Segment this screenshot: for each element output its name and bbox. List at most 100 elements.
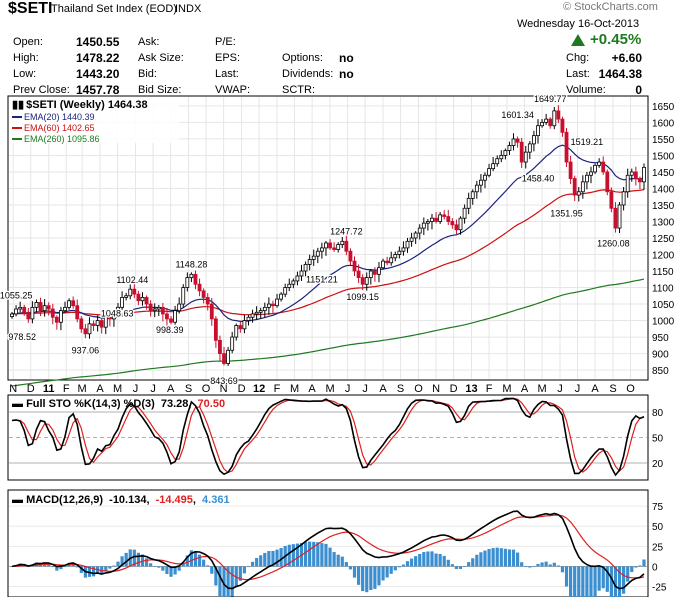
- candle-body: [609, 191, 614, 209]
- ask-size-label: Ask Size:: [138, 52, 184, 64]
- candle-body: [271, 303, 275, 307]
- macd-hist-bar: [132, 549, 136, 567]
- date-tick-label: N: [220, 383, 228, 395]
- candle-body: [544, 118, 549, 123]
- candle-body: [250, 313, 255, 318]
- candle-body: [275, 298, 279, 307]
- macd-hist-bar: [438, 553, 442, 567]
- exchange: INDX: [175, 3, 202, 15]
- macd-hist-bar: [136, 552, 140, 567]
- macd-hist-bar: [450, 564, 454, 567]
- sto-y-tick: 50: [652, 434, 664, 445]
- macd-hist-bar: [55, 566, 59, 571]
- macd-legend: ▬ MACD(12,26,9) -10.134, -14.495, 4.361: [12, 494, 230, 506]
- candle-body: [532, 135, 536, 145]
- ema20-line: [11, 144, 645, 323]
- macd-hist-bar: [532, 566, 536, 568]
- macd-hist-bar: [393, 566, 397, 571]
- price-y-tick: 1200: [652, 251, 675, 262]
- sto-k-line: [11, 397, 645, 477]
- candle-body: [344, 240, 349, 252]
- macd-hist-bar: [409, 558, 414, 567]
- candle-body: [479, 179, 483, 186]
- last-price-value: 1464.38: [598, 67, 642, 81]
- candle-body: [189, 273, 194, 279]
- macd-hist-bar: [467, 562, 471, 567]
- macd-hist-bar: [157, 566, 161, 568]
- eps-label: EPS:: [215, 52, 241, 64]
- candle-body: [642, 166, 646, 183]
- price-annotation: 1519.21: [571, 137, 604, 147]
- macd-hist-bar: [10, 566, 14, 568]
- macd-hist-bar: [230, 566, 234, 597]
- macd-hist-bar: [173, 566, 177, 575]
- price-annotation: 978.52: [8, 332, 36, 342]
- candle-body: [519, 141, 524, 163]
- macd-histogram: [10, 541, 646, 597]
- macd-hist-bar: [479, 552, 483, 567]
- price-panel-frame: [7, 95, 649, 381]
- macd-hist-bar: [373, 566, 377, 589]
- candle-body: [30, 306, 35, 320]
- options-label: Options:: [282, 52, 323, 64]
- candle-body: [413, 232, 418, 239]
- candle-body: [299, 270, 304, 277]
- macd-hist-bar: [597, 566, 601, 591]
- macd-hist-bar: [181, 563, 185, 567]
- candle-body: [107, 316, 112, 320]
- candle-body: [140, 297, 145, 302]
- macd-hist-bar: [348, 566, 353, 570]
- date-tick-label: O: [202, 383, 211, 395]
- macd-y-tick: 50: [652, 522, 664, 533]
- macd-hist-bar: [536, 563, 540, 567]
- macd-hist-bar: [255, 557, 259, 567]
- macd-hist-bar: [202, 559, 206, 567]
- price-annotation: 1458.40: [522, 173, 555, 183]
- price-y-axis: 850 900 950 1000 1050 1100 1150 1200 1250 1300 135…: [652, 102, 675, 377]
- candle-body: [185, 277, 190, 288]
- price-y-tick: 1300: [652, 217, 675, 228]
- macd-hist-bar: [246, 566, 251, 568]
- macd-hist-bar: [340, 556, 344, 567]
- sto-lines: [11, 397, 645, 477]
- ema260-legend: EMA(260) 1095.86: [24, 134, 100, 144]
- vwap-label: VWAP:: [215, 84, 251, 96]
- candle-body: [254, 311, 259, 315]
- candle-body: [59, 310, 63, 323]
- macd-hist-bar: [303, 542, 308, 567]
- candle-body: [430, 217, 434, 222]
- price-y-tick: 1450: [652, 168, 675, 179]
- price-annotation: 843.69: [210, 376, 238, 386]
- macd-hist-bar: [238, 566, 242, 581]
- price-legend-title: ▮▮ $SETI (Weekly) 1464.38: [12, 99, 148, 111]
- copyright: © StockCharts.com: [563, 1, 658, 13]
- macd-hist-bar: [430, 551, 434, 567]
- date-tick-label: J: [557, 383, 563, 395]
- ema60-legend: EMA(60) 1402.65: [24, 123, 95, 133]
- candle-body: [572, 178, 577, 196]
- price-annotation: 1151.21: [306, 275, 338, 285]
- macd-hist-bar: [397, 566, 401, 568]
- candle-body: [511, 138, 516, 146]
- candle-body: [503, 150, 508, 156]
- candle-body: [633, 171, 638, 179]
- candle-body: [311, 255, 316, 260]
- date-tick-label: J: [362, 383, 368, 395]
- candle-body: [14, 308, 18, 315]
- candle-body: [601, 161, 606, 173]
- chg-value: +6.60: [611, 51, 642, 65]
- macd-hist-bar: [79, 566, 83, 573]
- macd-hist-bar: [361, 566, 365, 592]
- macd-y-tick: 0: [652, 562, 658, 573]
- dividends-value: no: [339, 67, 354, 81]
- candle-body: [173, 310, 177, 323]
- up-arrow-icon: [571, 34, 585, 46]
- candle-body: [42, 305, 47, 312]
- macd-hist-bar: [434, 553, 438, 567]
- candle-body: [638, 178, 642, 183]
- price-y-tick: 950: [652, 333, 669, 344]
- candle-body: [548, 118, 553, 127]
- ema60-line: [11, 189, 645, 316]
- bid-label: Bid:: [138, 68, 157, 80]
- date-tick-label: A: [96, 383, 104, 395]
